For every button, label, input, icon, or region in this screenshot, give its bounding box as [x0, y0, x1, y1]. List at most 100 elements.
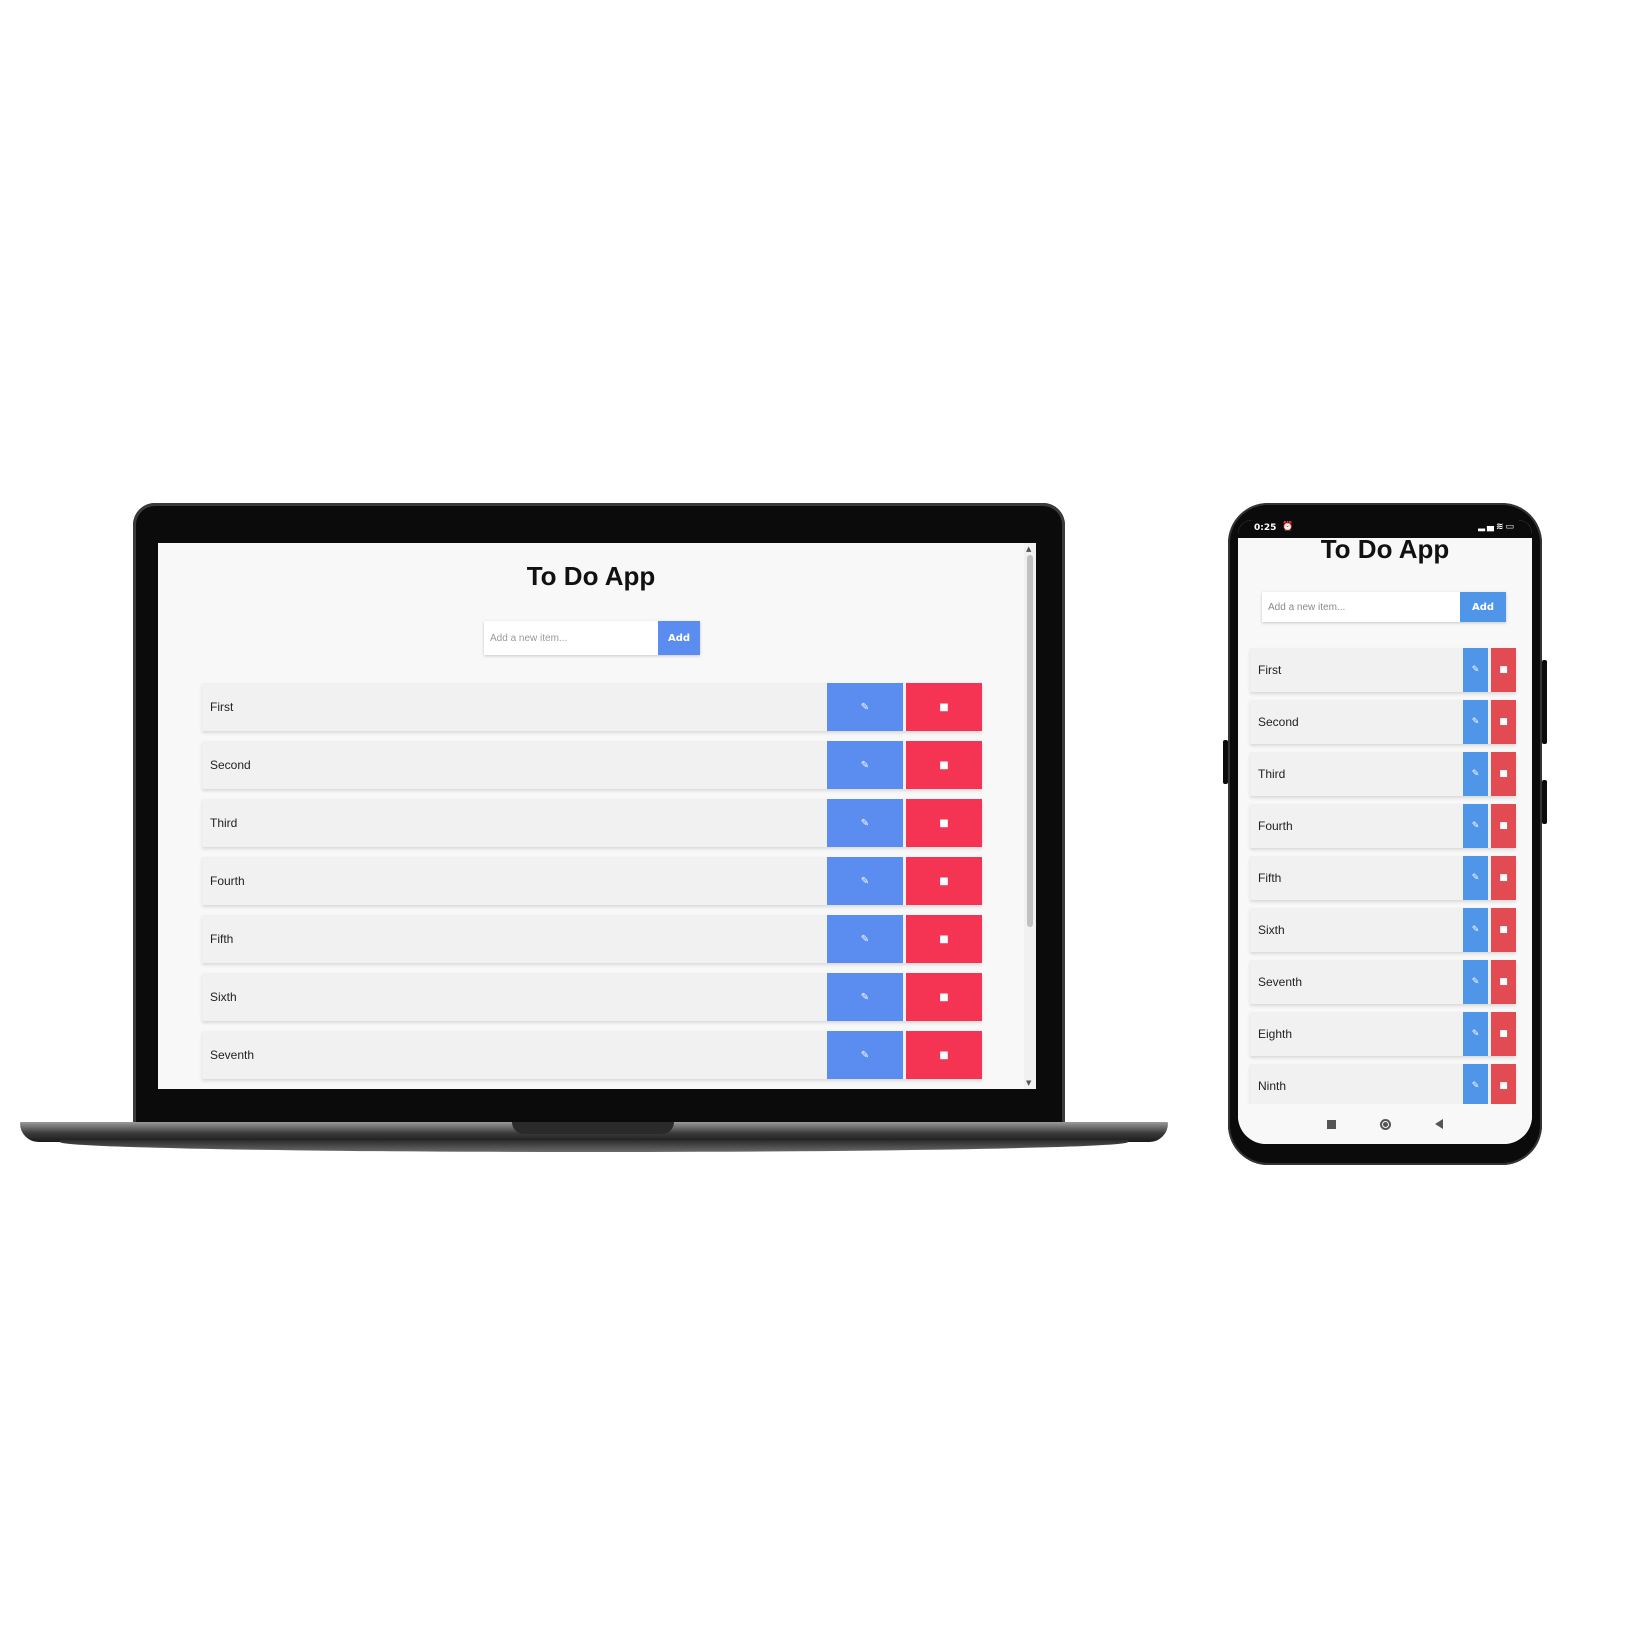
- android-nav-bar: [1238, 1104, 1532, 1144]
- edit-icon: ✎: [860, 875, 870, 887]
- delete-button[interactable]: ■: [906, 741, 982, 789]
- trash-icon: ■: [1499, 977, 1508, 987]
- recents-button[interactable]: [1327, 1119, 1336, 1129]
- list-item: Seventh ✎ ■: [1250, 960, 1516, 1004]
- delete-button[interactable]: ■: [1491, 648, 1516, 692]
- edit-button[interactable]: ✎: [1463, 908, 1488, 952]
- edit-button[interactable]: ✎: [1463, 648, 1488, 692]
- edit-icon: ✎: [1471, 873, 1480, 883]
- edit-button[interactable]: ✎: [1463, 1012, 1488, 1056]
- status-bar: 0:25 ⏰ ▂▄≋▭: [1238, 520, 1532, 538]
- delete-button[interactable]: ■: [906, 799, 982, 847]
- list-item: Second ✎ ■: [202, 741, 982, 789]
- list-item-label: Fourth: [210, 874, 245, 888]
- list-item-label: Second: [1258, 715, 1299, 729]
- edit-icon: ✎: [860, 759, 870, 771]
- scrollbar[interactable]: ▲ ▼: [1024, 543, 1036, 1089]
- list-item: Sixth ✎ ■: [1250, 908, 1516, 952]
- edit-icon: ✎: [1471, 1029, 1480, 1039]
- list-item-label: First: [1258, 663, 1282, 677]
- signal-icon: ▂▄: [1478, 522, 1496, 532]
- delete-button[interactable]: ■: [1491, 700, 1516, 744]
- delete-button[interactable]: ■: [906, 857, 982, 905]
- delete-button[interactable]: ■: [1491, 1012, 1516, 1056]
- trash-icon: ■: [939, 991, 949, 1003]
- trash-icon: ■: [939, 817, 949, 829]
- edit-button[interactable]: ✎: [827, 683, 903, 731]
- delete-button[interactable]: ■: [906, 683, 982, 731]
- edit-icon: ✎: [860, 701, 870, 713]
- add-item-form: Add: [1262, 592, 1506, 622]
- delete-button[interactable]: ■: [1491, 752, 1516, 796]
- phone-power-button: [1542, 780, 1547, 824]
- delete-button[interactable]: ■: [1491, 908, 1516, 952]
- new-item-input[interactable]: [1262, 592, 1460, 622]
- list-item: First ✎ ■: [1250, 648, 1516, 692]
- page-title: To Do App: [1320, 534, 1450, 564]
- laptop-screen: To Do App Add First ✎ ■ Second ✎ ■ Third…: [158, 543, 1036, 1089]
- edit-button[interactable]: ✎: [827, 1031, 903, 1079]
- new-item-input[interactable]: [484, 621, 658, 655]
- delete-button[interactable]: ■: [1491, 856, 1516, 900]
- edit-button[interactable]: ✎: [827, 915, 903, 963]
- add-item-form: Add: [484, 621, 700, 655]
- back-button[interactable]: [1435, 1119, 1443, 1129]
- delete-button[interactable]: ■: [906, 973, 982, 1021]
- trash-icon: ■: [939, 701, 949, 713]
- edit-button[interactable]: ✎: [827, 973, 903, 1021]
- status-time: 0:25: [1254, 523, 1277, 533]
- wifi-icon: ≋: [1495, 522, 1506, 532]
- scroll-down-arrow-icon[interactable]: ▼: [1026, 1079, 1032, 1087]
- delete-button[interactable]: ■: [906, 1031, 982, 1079]
- list-item: Second ✎ ■: [1250, 700, 1516, 744]
- list-item: Third ✎ ■: [1250, 752, 1516, 796]
- list-item: Fourth ✎ ■: [1250, 804, 1516, 848]
- scroll-up-arrow-icon[interactable]: ▲: [1026, 545, 1032, 553]
- delete-button[interactable]: ■: [906, 915, 982, 963]
- list-item-label: Third: [1258, 767, 1286, 781]
- edit-icon: ✎: [860, 933, 870, 945]
- edit-icon: ✎: [1471, 821, 1480, 831]
- page-title: To Do App: [526, 561, 656, 591]
- add-button[interactable]: Add: [658, 621, 700, 655]
- edit-button[interactable]: ✎: [1463, 1064, 1488, 1108]
- list-item: First ✎ ■: [202, 683, 982, 731]
- edit-button[interactable]: ✎: [1463, 700, 1488, 744]
- delete-button[interactable]: ■: [1491, 960, 1516, 1004]
- add-button[interactable]: Add: [1460, 592, 1506, 622]
- list-item-label: Sixth: [210, 990, 237, 1004]
- delete-button[interactable]: ■: [1491, 1064, 1516, 1108]
- list-item-label: Third: [210, 816, 238, 830]
- edit-icon: ✎: [1471, 925, 1480, 935]
- list-item-label: Seventh: [1258, 975, 1303, 989]
- battery-icon: ▭: [1505, 522, 1516, 532]
- list-item-label: Second: [210, 758, 251, 772]
- scrollbar-thumb[interactable]: [1027, 555, 1033, 927]
- home-button[interactable]: [1380, 1118, 1391, 1130]
- list-item: Seventh ✎ ■: [202, 1031, 982, 1079]
- laptop-notch: [512, 1122, 674, 1134]
- trash-icon: ■: [1499, 821, 1508, 831]
- edit-button[interactable]: ✎: [1463, 804, 1488, 848]
- phone-volume-button: [1542, 660, 1547, 744]
- edit-button[interactable]: ✎: [827, 799, 903, 847]
- list-item: Eighth ✎ ■: [1250, 1012, 1516, 1056]
- edit-button[interactable]: ✎: [827, 857, 903, 905]
- list-item: Sixth ✎ ■: [202, 973, 982, 1021]
- edit-button[interactable]: ✎: [1463, 960, 1488, 1004]
- delete-button[interactable]: ■: [1491, 804, 1516, 848]
- list-item-label: Fourth: [1258, 819, 1293, 833]
- trash-icon: ■: [1499, 873, 1508, 883]
- edit-icon: ✎: [860, 817, 870, 829]
- trash-icon: ■: [1499, 925, 1508, 935]
- edit-icon: ✎: [1471, 717, 1480, 727]
- trash-icon: ■: [939, 759, 949, 771]
- edit-icon: ✎: [860, 991, 870, 1003]
- edit-button[interactable]: ✎: [1463, 856, 1488, 900]
- edit-button[interactable]: ✎: [827, 741, 903, 789]
- trash-icon: ■: [939, 875, 949, 887]
- list-item-label: First: [210, 700, 234, 714]
- alarm-icon: ⏰: [1282, 522, 1294, 532]
- edit-icon: ✎: [1471, 665, 1480, 675]
- edit-button[interactable]: ✎: [1463, 752, 1488, 796]
